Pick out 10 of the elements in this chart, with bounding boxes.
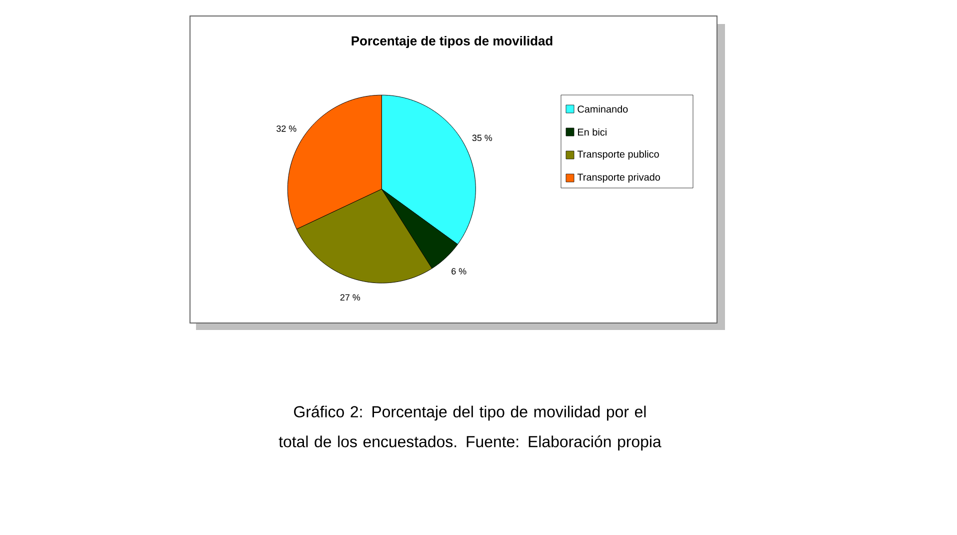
legend-label: Caminando [578, 105, 628, 113]
legend-label: Transporte privado [577, 173, 660, 183]
legend-label: Transporte publico [577, 150, 659, 160]
data-label: 32 % [276, 125, 296, 132]
data-label: 35 % [472, 134, 492, 142]
data-label: 6 % [452, 268, 466, 274]
text: Gráfico 2: Porcentaje del tipo de movilidad por el total de los encuestados. Fuente: Elaboración propia [278, 406, 662, 450]
chart-title: Porcentaje de tipos de movilidad [352, 36, 552, 48]
legend-label: En bici [578, 128, 606, 136]
data-label: 27 % [340, 294, 360, 301]
